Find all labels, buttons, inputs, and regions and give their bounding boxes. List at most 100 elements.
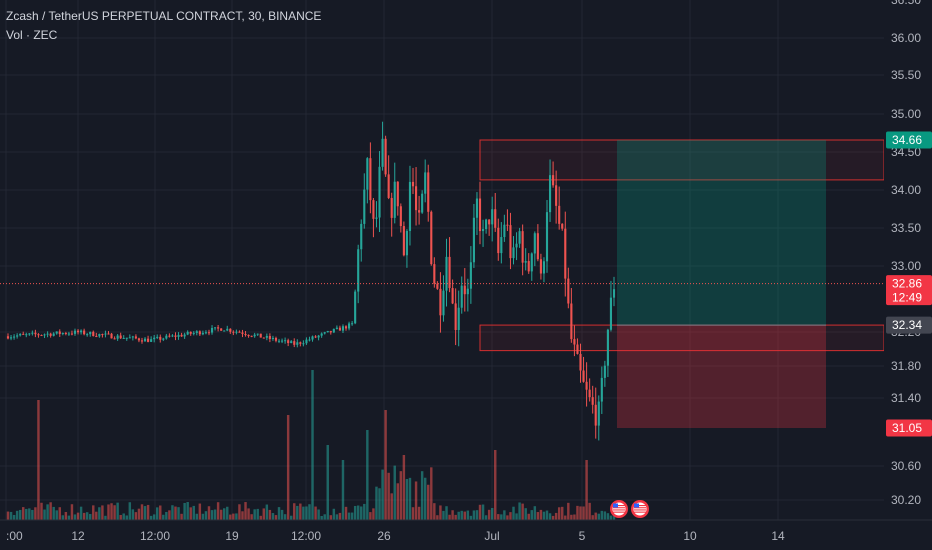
volume-bar (430, 467, 433, 520)
candle (485, 218, 488, 234)
volume-bar (152, 514, 156, 520)
candle (497, 218, 500, 261)
volume-bar (561, 506, 564, 520)
candle (366, 157, 369, 204)
candle (143, 337, 147, 342)
volume-bar (293, 503, 296, 520)
volume-bar (506, 515, 509, 520)
candle (536, 224, 539, 262)
volume-bar (509, 512, 512, 520)
candle (107, 331, 110, 335)
volume-bar (186, 502, 189, 520)
us-flag-event-icon[interactable] (610, 500, 628, 518)
volume-bar (311, 370, 314, 520)
volume-bar (463, 511, 467, 520)
volume-bar (369, 512, 372, 520)
candle (223, 330, 226, 332)
candle (360, 219, 363, 262)
volume-bar (573, 514, 576, 520)
candle (265, 333, 268, 341)
volume-bar (536, 512, 540, 520)
y-tick-label: 36.50 (891, 0, 921, 7)
candle (332, 328, 335, 334)
candle (387, 155, 390, 200)
candle (259, 333, 262, 338)
volume-bar (360, 506, 363, 520)
x-tick-label: 12 (71, 529, 85, 543)
volume-bar (64, 511, 68, 520)
candle (612, 276, 616, 307)
volume-bar (265, 504, 269, 520)
candle (527, 253, 530, 274)
us-flag-event-icon[interactable] (631, 500, 649, 518)
volume-bar (76, 512, 80, 520)
volume-bar (6, 511, 10, 520)
volume-bar (332, 508, 336, 520)
candle (308, 336, 311, 342)
volume-bar (58, 507, 61, 520)
volume-bar (52, 506, 55, 520)
volume-bars (6, 370, 616, 520)
candle (436, 281, 439, 290)
volume-bar (603, 511, 607, 520)
volume-bar (484, 515, 488, 520)
candle (357, 244, 360, 304)
time-axis[interactable]: :00 12 12:00 19 12:00 26 Jul 5 10 14 (0, 519, 932, 550)
candle (457, 290, 460, 347)
volume-bar (372, 508, 375, 520)
candle (591, 385, 594, 414)
volume-bar (280, 509, 284, 520)
candle (98, 333, 101, 338)
candle (162, 337, 165, 342)
candle (271, 335, 275, 341)
candle (113, 336, 116, 340)
price-axis[interactable]: 36.5036.0035.5035.0034.5034.0033.5033.00… (884, 0, 932, 550)
entry-price-tag[interactable]: 32.34 (886, 316, 932, 334)
candle (19, 333, 22, 337)
volume-bar (46, 504, 49, 520)
volume-bar (594, 512, 597, 520)
volume-bar (34, 507, 37, 520)
volume-bar (433, 503, 436, 520)
supply-zone[interactable] (479, 139, 885, 181)
volume-bar (219, 509, 223, 520)
volume-bar (381, 469, 384, 520)
candle (125, 337, 128, 341)
candle (58, 329, 61, 337)
volume-bar (302, 506, 305, 520)
volume-bar (140, 504, 144, 520)
volume-indicator-label[interactable]: Vol · ZEC (6, 28, 58, 42)
volume-bar (585, 460, 588, 520)
candle (603, 360, 606, 387)
candle (226, 325, 229, 332)
volume-bar (286, 415, 290, 520)
volume-bar (131, 509, 135, 520)
long-position-tool[interactable] (617, 140, 826, 428)
x-tick-label: :00 (6, 529, 23, 543)
chart-legend: Zcash / TetherUS PERPETUAL CONTRACT, 30,… (6, 7, 321, 45)
symbol-title[interactable]: Zcash / TetherUS PERPETUAL CONTRACT, 30,… (6, 9, 322, 23)
candle (192, 331, 195, 336)
volume-bar (356, 505, 360, 520)
candle (153, 334, 156, 343)
volume-bar (323, 514, 326, 520)
stop-loss-price-tag[interactable]: 31.05 (886, 419, 932, 437)
loss-zone[interactable] (617, 325, 826, 428)
volume-bar (451, 510, 454, 520)
candle (445, 238, 448, 307)
volume-bar (226, 506, 229, 520)
volume-bar (490, 507, 494, 520)
candle (463, 268, 466, 312)
profit-zone[interactable] (617, 140, 826, 326)
volume-bar (207, 506, 211, 520)
candle (533, 231, 536, 267)
candle (131, 335, 134, 341)
candle (576, 338, 579, 355)
volume-bar (570, 514, 573, 520)
candle (548, 159, 552, 222)
volume-bar (271, 513, 275, 520)
take-profit-price-tag[interactable]: 34.66 (886, 131, 932, 149)
event-markers[interactable] (610, 500, 649, 518)
